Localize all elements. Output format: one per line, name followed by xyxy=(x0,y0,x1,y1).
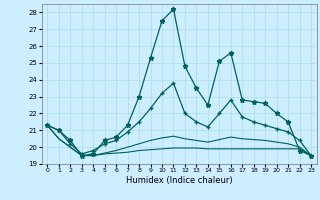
X-axis label: Humidex (Indice chaleur): Humidex (Indice chaleur) xyxy=(126,176,233,185)
